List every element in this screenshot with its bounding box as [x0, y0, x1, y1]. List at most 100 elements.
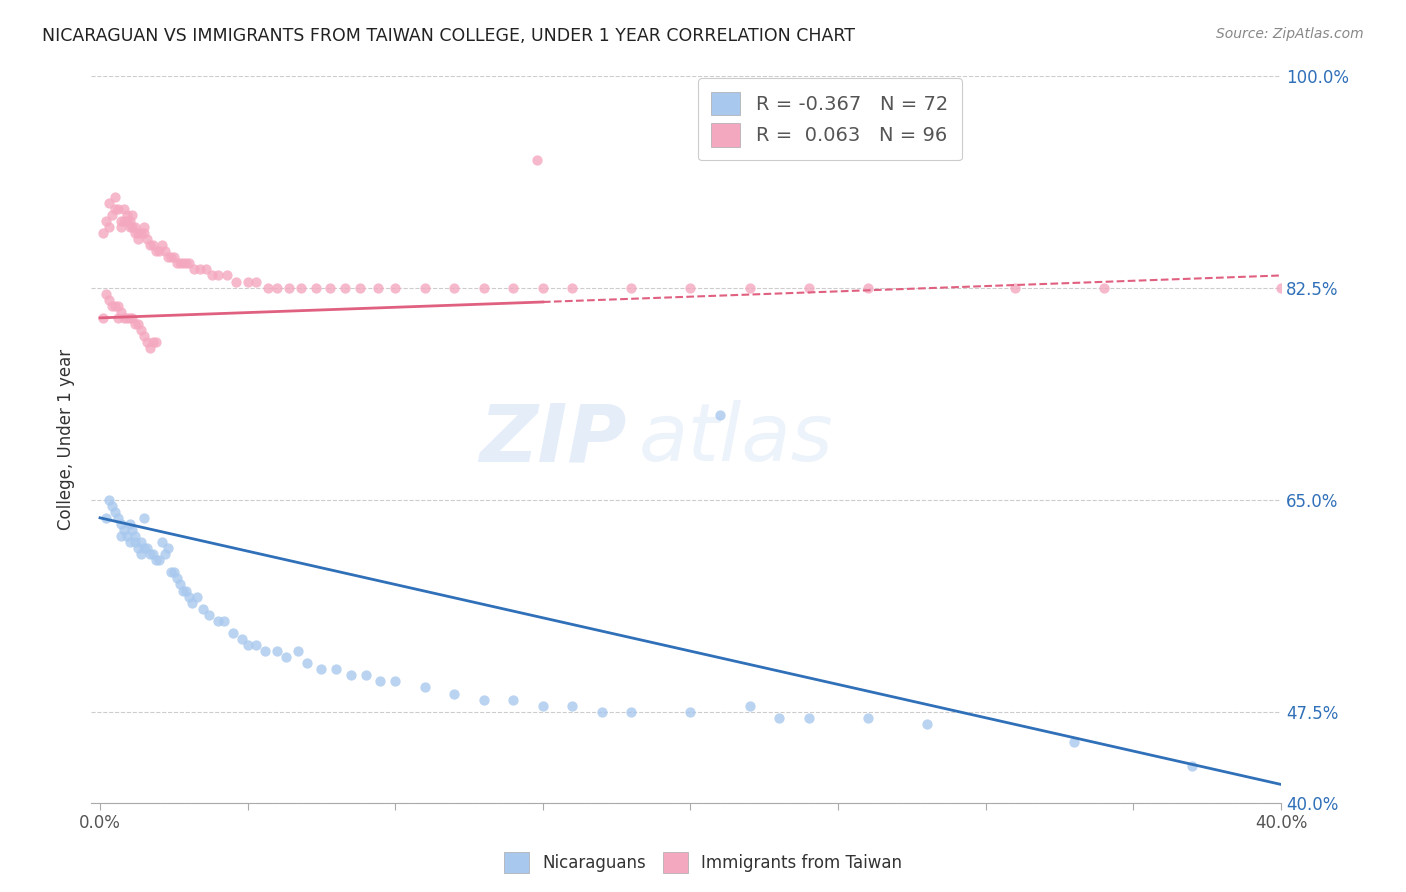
Point — [124, 529, 146, 543]
Point — [145, 553, 167, 567]
Point — [915, 716, 938, 731]
Point — [131, 547, 153, 561]
Point — [153, 547, 176, 561]
Point — [591, 705, 613, 719]
Point — [254, 644, 277, 658]
Point — [110, 219, 132, 234]
Point — [709, 408, 731, 422]
Point — [333, 280, 356, 294]
Point — [145, 335, 167, 350]
Point — [531, 698, 554, 713]
Point — [325, 662, 347, 676]
Point — [177, 590, 200, 604]
Point — [124, 317, 146, 331]
Point — [266, 644, 288, 658]
Point — [131, 323, 153, 337]
Point — [148, 553, 170, 567]
Point — [222, 626, 245, 640]
Point — [104, 190, 127, 204]
Point — [856, 280, 879, 294]
Point — [112, 310, 135, 325]
Point — [127, 317, 149, 331]
Point — [502, 280, 524, 294]
Point — [413, 681, 436, 695]
Point — [118, 516, 141, 531]
Point — [797, 280, 820, 294]
Point — [177, 256, 200, 270]
Point — [136, 232, 159, 246]
Point — [112, 214, 135, 228]
Point — [443, 280, 465, 294]
Point — [207, 268, 229, 283]
Point — [295, 657, 318, 671]
Point — [443, 687, 465, 701]
Point — [118, 310, 141, 325]
Point — [112, 202, 135, 216]
Point — [104, 299, 127, 313]
Point — [620, 280, 643, 294]
Point — [104, 505, 127, 519]
Point — [110, 529, 132, 543]
Point — [148, 244, 170, 259]
Text: atlas: atlas — [638, 400, 834, 478]
Point — [278, 280, 301, 294]
Point — [118, 535, 141, 549]
Point — [304, 280, 326, 294]
Point — [115, 529, 138, 543]
Point — [472, 692, 495, 706]
Point — [679, 280, 702, 294]
Point — [287, 644, 309, 658]
Point — [124, 219, 146, 234]
Point — [472, 280, 495, 294]
Text: NICARAGUAN VS IMMIGRANTS FROM TAIWAN COLLEGE, UNDER 1 YEAR CORRELATION CHART: NICARAGUAN VS IMMIGRANTS FROM TAIWAN COL… — [42, 27, 855, 45]
Point — [186, 590, 208, 604]
Point — [156, 541, 179, 555]
Point — [153, 244, 176, 259]
Point — [145, 244, 167, 259]
Point — [1092, 280, 1115, 294]
Point — [274, 650, 297, 665]
Point — [856, 711, 879, 725]
Point — [526, 153, 548, 168]
Point — [384, 674, 406, 689]
Point — [160, 250, 183, 264]
Point — [134, 219, 156, 234]
Point — [160, 566, 183, 580]
Point — [127, 232, 149, 246]
Point — [136, 541, 159, 555]
Point — [1063, 735, 1085, 749]
Point — [142, 335, 165, 350]
Point — [340, 668, 363, 682]
Point — [236, 638, 259, 652]
Point — [107, 202, 129, 216]
Point — [134, 541, 156, 555]
Point — [107, 310, 129, 325]
Point — [127, 541, 149, 555]
Point — [101, 299, 124, 313]
Point — [1270, 280, 1292, 294]
Point — [561, 698, 583, 713]
Point — [290, 280, 312, 294]
Point — [174, 256, 197, 270]
Point — [195, 262, 218, 277]
Point — [231, 632, 253, 646]
Point — [561, 280, 583, 294]
Point — [413, 280, 436, 294]
Point — [150, 238, 173, 252]
Point — [354, 668, 377, 682]
Point — [91, 310, 114, 325]
Point — [212, 614, 235, 628]
Point — [112, 523, 135, 537]
Point — [156, 250, 179, 264]
Point — [94, 511, 117, 525]
Point — [245, 638, 267, 652]
Point — [124, 226, 146, 240]
Point — [620, 705, 643, 719]
Point — [115, 310, 138, 325]
Point — [370, 674, 392, 689]
Legend: R = -0.367   N = 72, R =  0.063   N = 96: R = -0.367 N = 72, R = 0.063 N = 96 — [697, 78, 962, 161]
Point — [107, 299, 129, 313]
Point — [97, 195, 120, 210]
Point — [172, 256, 194, 270]
Point — [104, 202, 127, 216]
